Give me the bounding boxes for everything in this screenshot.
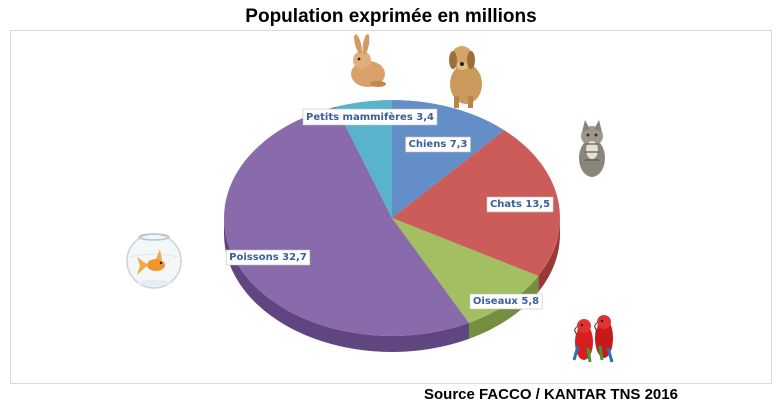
data-label-petits-mammifères: Petits mammifères 3,4 bbox=[302, 108, 438, 126]
data-label-box bbox=[486, 196, 554, 213]
data-label-oiseaux: Oiseaux 5,8 bbox=[469, 293, 543, 310]
data-label-text: Chiens 7,3 bbox=[409, 139, 468, 150]
slice-labels: Chiens 7,3 Chats 13,5 Oiseaux 5,8 Poissons … bbox=[225, 108, 554, 310]
dog-icon bbox=[449, 46, 482, 108]
source-note: Source FACCO / KANTAR TNS 2016 bbox=[424, 386, 678, 403]
data-label-box bbox=[302, 108, 438, 126]
pie-top-layer bbox=[223, 100, 561, 337]
slice-highlight bbox=[223, 106, 469, 337]
data-label-chiens: Chiens 7,3 bbox=[405, 136, 471, 153]
slice-petits-mammifères bbox=[335, 100, 392, 218]
plot-area-frame bbox=[10, 30, 772, 384]
data-label-text: Oiseaux 5,8 bbox=[473, 296, 539, 307]
goldfish-bowl-icon bbox=[126, 233, 182, 289]
slice-chiens bbox=[392, 100, 505, 218]
slice-chats bbox=[392, 130, 561, 276]
slice-highlight bbox=[392, 100, 505, 218]
parrot-icon bbox=[572, 315, 614, 363]
data-label-chats: Chats 13,5 bbox=[486, 196, 554, 213]
slice-highlight bbox=[392, 130, 561, 276]
data-label-poissons: Poissons 32,7 bbox=[225, 249, 311, 266]
data-label-text: Poissons 32,7 bbox=[229, 252, 307, 263]
rabbit-icon bbox=[351, 34, 386, 87]
cat-icon bbox=[579, 120, 605, 177]
data-label-box bbox=[405, 136, 471, 153]
slice-depth-chats bbox=[538, 218, 560, 292]
chart-title: Population exprimée en millions bbox=[245, 6, 537, 27]
data-label-box bbox=[469, 293, 543, 310]
data-label-text: Chats 13,5 bbox=[490, 199, 550, 210]
slice-poissons bbox=[223, 106, 469, 337]
slice-highlight bbox=[335, 100, 392, 218]
data-label-text: Petits mammifères 3,4 bbox=[306, 111, 434, 123]
data-label-box bbox=[225, 249, 311, 266]
slice-depth-poissons bbox=[224, 218, 469, 353]
